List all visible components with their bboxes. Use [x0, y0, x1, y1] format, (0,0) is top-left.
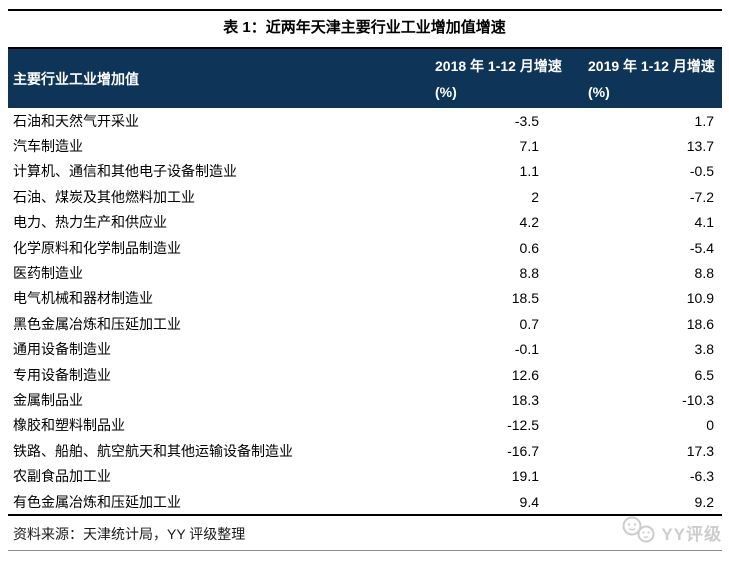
row-value-2019: 1.7: [694, 112, 714, 129]
table-row: 有色金属冶炼和压延加工业 9.4 9.2: [8, 489, 722, 514]
source-note: 资料来源：天津统计局，YY 评级整理: [13, 526, 246, 542]
row-industry: 石油和天然气开采业: [13, 112, 139, 129]
table-row: 化学原料和化学制品制造业 0.6 -5.4: [8, 235, 722, 260]
table-row: 金属制品业 18.3 -10.3: [8, 387, 722, 412]
row-value-2018: 8.8: [519, 265, 539, 282]
row-value-2019: -0.5: [689, 163, 714, 180]
row-value-2019: 4.1: [694, 214, 714, 231]
row-value-2019: 9.2: [694, 493, 714, 510]
row-value-2018: -12.5: [507, 417, 539, 434]
row-value-2019: 17.3: [686, 442, 714, 459]
row-value-2019: 6.5: [694, 366, 714, 383]
table-row: 铁路、船舶、航空航天和其他运输设备制造业 -16.7 17.3: [8, 438, 722, 463]
row-value-2019: -10.3: [682, 391, 714, 408]
table-row: 电气机械和器材制造业 18.5 10.9: [8, 286, 722, 311]
yy-logo-icon: [620, 515, 656, 550]
row-value-2018: -0.1: [514, 341, 539, 358]
header-label-2019: 2019 年 1-12 月增速(%): [588, 57, 715, 100]
data-table: 主要行业工业增加值 2018 年 1-12 月增速(%) 2019 年 1-12…: [8, 47, 722, 517]
row-industry: 黑色金属冶炼和压延加工业: [13, 315, 181, 332]
table-row: 石油和天然气开采业 -3.5 1.7: [8, 108, 722, 133]
table-header-row: 主要行业工业增加值 2018 年 1-12 月增速(%) 2019 年 1-12…: [8, 49, 722, 108]
row-industry: 计算机、通信和其他电子设备制造业: [13, 163, 237, 180]
row-industry: 农副食品加工业: [13, 468, 111, 485]
row-value-2019: 10.9: [686, 290, 714, 307]
table-row: 汽车制造业 7.1 13.7: [8, 133, 722, 158]
header-label-industry: 主要行业工业增加值: [13, 70, 139, 87]
row-value-2018: 2: [531, 188, 539, 205]
header-cell-2018: 2018 年 1-12 月增速(%): [428, 49, 572, 108]
header-cell-2019: 2019 年 1-12 月增速(%): [572, 49, 722, 108]
row-value-2019: -7.2: [689, 188, 714, 205]
row-industry: 专用设备制造业: [13, 366, 111, 383]
table-row: 石油、煤炭及其他燃料加工业 2 -7.2: [8, 184, 722, 209]
row-value-2019: -6.3: [689, 468, 714, 485]
row-industry: 电力、热力生产和供应业: [13, 214, 167, 231]
row-value-2018: -3.5: [514, 112, 539, 129]
row-value-2019: 0: [706, 417, 714, 434]
row-industry: 橡胶和塑料制品业: [13, 417, 125, 434]
table-row: 黑色金属冶炼和压延加工业 0.7 18.6: [8, 311, 722, 336]
table-body: 石油和天然气开采业 -3.5 1.7 汽车制造业 7.1 13.7 计算机、通信和其他电子设…: [8, 108, 722, 514]
row-value-2018: 18.5: [511, 290, 539, 307]
row-value-2019: 8.8: [694, 265, 714, 282]
row-value-2019: 18.6: [686, 315, 714, 332]
row-industry: 铁路、船舶、航空航天和其他运输设备制造业: [13, 442, 293, 459]
row-industry: 电气机械和器材制造业: [13, 290, 153, 307]
yy-logo-text: YY评级: [661, 524, 722, 544]
header-label-2018: 2018 年 1-12 月增速(%): [435, 57, 562, 100]
row-value-2018: 12.6: [511, 366, 539, 383]
row-value-2018: 4.2: [519, 214, 539, 231]
row-value-2018: 1.1: [519, 163, 539, 180]
row-value-2018: 19.1: [511, 468, 539, 485]
row-industry: 通用设备制造业: [13, 341, 111, 358]
table-row: 橡胶和塑料制品业 -12.5 0: [8, 413, 722, 438]
row-value-2019: 3.8: [694, 341, 714, 358]
table-row: 电力、热力生产和供应业 4.2 4.1: [8, 210, 722, 235]
row-value-2019: 13.7: [686, 138, 714, 155]
row-value-2019: -5.4: [689, 239, 714, 256]
row-industry: 有色金属冶炼和压延加工业: [13, 493, 181, 510]
row-industry: 金属制品业: [13, 391, 83, 408]
row-industry: 化学原料和化学制品制造业: [13, 239, 181, 256]
top-rule: [8, 9, 722, 11]
table-title: 表 1：近两年天津主要行业工业增加值增速: [223, 19, 506, 36]
row-value-2018: 0.7: [519, 315, 539, 332]
row-value-2018: -16.7: [507, 442, 539, 459]
header-cell-industry: 主要行业工业增加值: [8, 49, 428, 108]
row-industry: 汽车制造业: [13, 138, 83, 155]
row-industry: 医药制造业: [13, 265, 83, 282]
row-value-2018: 0.6: [519, 239, 539, 256]
yy-rating-watermark: YY评级: [620, 515, 722, 549]
table-row: 农副食品加工业 19.1 -6.3: [8, 463, 722, 488]
bottom-rule: [8, 550, 722, 551]
table-row: 医药制造业 8.8 8.8: [8, 260, 722, 285]
table-row: 计算机、通信和其他电子设备制造业 1.1 -0.5: [8, 159, 722, 184]
row-value-2018: 9.4: [519, 493, 539, 510]
row-value-2018: 7.1: [519, 138, 539, 155]
row-value-2018: 18.3: [511, 391, 539, 408]
table-row: 通用设备制造业 -0.1 3.8: [8, 337, 722, 362]
row-industry: 石油、煤炭及其他燃料加工业: [13, 188, 195, 205]
table-row: 专用设备制造业 12.6 6.5: [8, 362, 722, 387]
